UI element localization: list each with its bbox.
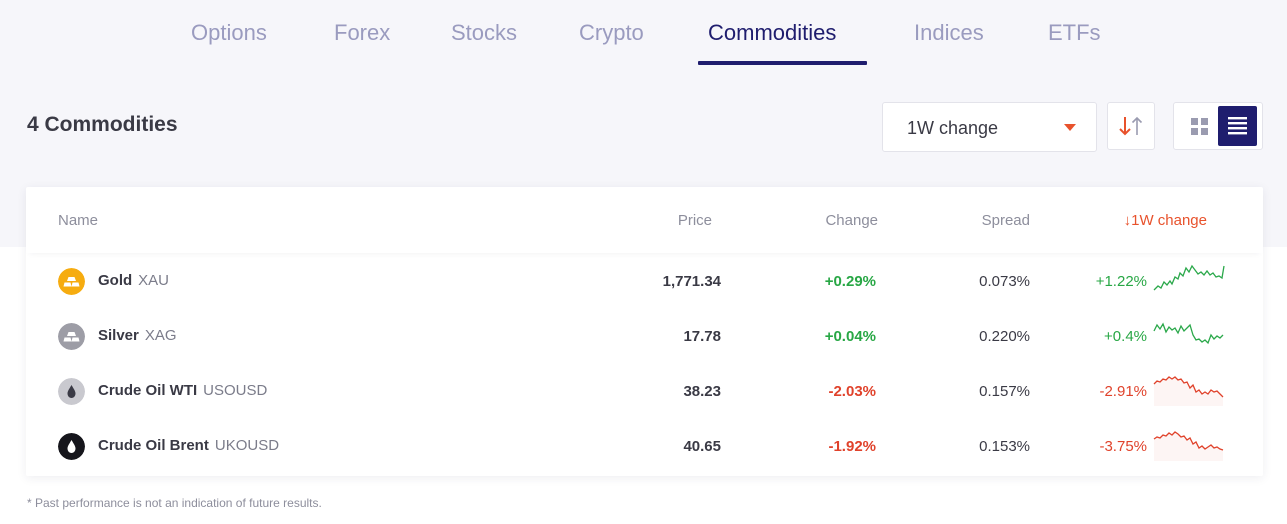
asset-name: Crude Oil WTI USOUSD	[98, 382, 268, 399]
sort-select[interactable]: 1W change	[882, 102, 1097, 152]
asset-symbol: USOUSD	[203, 382, 268, 399]
tab-stocks[interactable]: Stocks	[451, 20, 518, 45]
spread-cell: 0.220%	[979, 328, 1030, 345]
week-change-cell: +0.4%	[1104, 328, 1147, 345]
column-header-week-change[interactable]: ↓1W change	[1123, 212, 1207, 229]
gold-bars-icon	[58, 268, 85, 295]
sort-direction-button[interactable]	[1107, 102, 1155, 150]
asset-name: Silver XAG	[98, 327, 177, 344]
week-change-cell: -2.91%	[1099, 383, 1147, 400]
view-mode-toggle	[1173, 102, 1263, 150]
spread-cell: 0.153%	[979, 438, 1030, 455]
tab-commodities[interactable]: Commodities	[708, 20, 837, 45]
tab-forex[interactable]: Forex	[334, 20, 391, 45]
table-row[interactable]: Crude Oil Brent UKOUSD 40.65 -1.92% 0.153…	[26, 419, 1263, 474]
price-cell: 38.23	[683, 383, 721, 400]
sparkline-chart	[1153, 322, 1224, 345]
commodities-table: Name Price Change Spread ↓1W change Gold…	[26, 187, 1263, 476]
asset-name: Crude Oil Brent UKOUSD	[98, 437, 280, 454]
page-title: 4 Commodities	[27, 113, 178, 136]
week-change-cell: +1.22%	[1095, 273, 1147, 290]
column-header-spread[interactable]: Spread	[981, 212, 1030, 229]
table-row[interactable]: Crude Oil WTI USOUSD 38.23 -2.03% 0.157% …	[26, 364, 1263, 419]
sparkline-chart	[1153, 264, 1225, 291]
tab-options[interactable]: Options	[191, 20, 267, 45]
week-change-cell: -3.75%	[1099, 438, 1147, 455]
list-view-icon	[1228, 117, 1247, 135]
chevron-down-icon	[1064, 124, 1076, 131]
grid-view-button[interactable]	[1181, 106, 1219, 146]
table-row[interactable]: Silver XAG 17.78 +0.04% 0.220% +0.4%	[26, 309, 1263, 364]
tab-etfs[interactable]: ETFs	[1048, 20, 1101, 45]
spread-cell: 0.073%	[979, 273, 1030, 290]
asset-symbol: XAU	[138, 272, 170, 289]
change-cell: -2.03%	[828, 383, 876, 400]
silver-bars-icon	[58, 323, 85, 350]
oil-drop-icon	[58, 378, 85, 405]
asset-class-tabs: Options Forex Stocks Crypto Commodities …	[0, 0, 1287, 66]
spread-cell: 0.157%	[979, 383, 1030, 400]
sort-select-value: 1W change	[907, 118, 999, 138]
sparkline-chart	[1153, 431, 1224, 461]
tab-crypto[interactable]: Crypto	[579, 20, 644, 45]
change-cell: +0.29%	[824, 273, 876, 290]
price-cell: 40.65	[683, 438, 721, 455]
asset-symbol: XAG	[144, 327, 177, 344]
disclaimer-footnote: * Past performance is not an indication …	[27, 496, 322, 510]
change-cell: +0.04%	[824, 328, 876, 345]
price-cell: 1,771.34	[662, 273, 721, 290]
grid-view-icon	[1191, 118, 1208, 135]
column-header-price[interactable]: Price	[677, 212, 712, 229]
price-cell: 17.78	[683, 328, 721, 345]
table-header: Name Price Change Spread ↓1W change	[26, 187, 1263, 253]
column-header-name[interactable]: Name	[58, 212, 99, 229]
active-tab-indicator	[698, 61, 867, 65]
oil-drop-icon	[58, 433, 85, 460]
column-header-change[interactable]: Change	[825, 212, 878, 229]
asset-name: Gold XAU	[98, 272, 170, 289]
change-cell: -1.92%	[828, 438, 876, 455]
asset-symbol: UKOUSD	[214, 437, 280, 454]
sort-arrows-icon	[1119, 116, 1143, 136]
tab-indices[interactable]: Indices	[914, 20, 984, 45]
list-view-button[interactable]	[1218, 106, 1257, 146]
table-row[interactable]: Gold XAU 1,771.34 +0.29% 0.073% +1.22%	[26, 254, 1263, 309]
sparkline-chart	[1153, 376, 1224, 406]
